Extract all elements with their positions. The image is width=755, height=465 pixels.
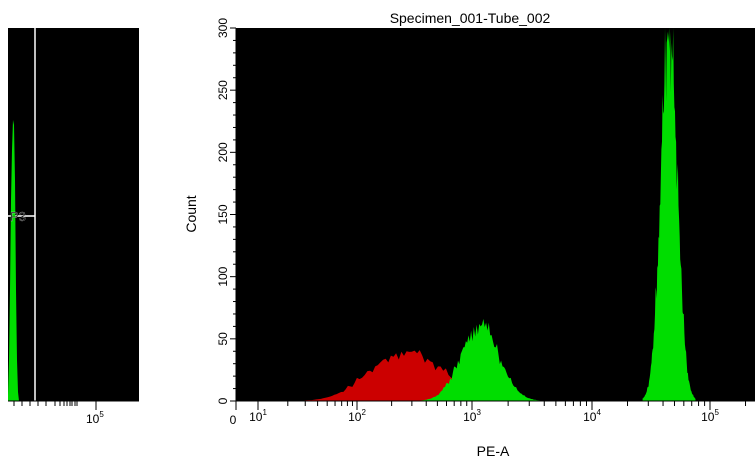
chart-title: Specimen_001-Tube_002 <box>390 10 551 26</box>
y-axis-label: Count <box>183 195 199 232</box>
left-x-tick-label: 105 <box>86 410 104 426</box>
x-tick-label-0: 0 <box>230 413 237 427</box>
histogram-peak-1 <box>298 350 527 401</box>
y-tick-label-0: 0 <box>216 397 230 404</box>
x-tick-label-1: 101 <box>249 408 267 424</box>
left-plot-area <box>8 28 139 401</box>
x-tick-label-5: 105 <box>701 408 719 424</box>
x-axis: 0 101 102 103 104 105 <box>230 400 755 427</box>
y-tick-label-50: 50 <box>216 332 230 346</box>
left-x-axis: 105 <box>8 400 139 426</box>
y-tick-label-300: 300 <box>216 18 230 38</box>
histogram-peak-2 <box>420 318 541 401</box>
main-chart: Specimen_001-Tube_002 0 50 100 150 200 250 300… <box>183 10 755 459</box>
y-tick-label-250: 250 <box>216 80 230 100</box>
histogram-peak-3 <box>642 28 696 401</box>
x-tick-label-4: 104 <box>583 408 601 424</box>
x-tick-label-3: 103 <box>463 408 481 424</box>
left-histogram-peak <box>8 120 19 401</box>
y-tick-label-200: 200 <box>216 142 230 162</box>
left-panel: P3 105 <box>8 28 139 426</box>
series-layer <box>298 28 696 401</box>
x-axis-label: PE-A <box>477 443 510 459</box>
y-tick-label-100: 100 <box>216 266 230 286</box>
x-tick-label-2: 102 <box>348 408 366 424</box>
y-tick-label-150: 150 <box>216 204 230 224</box>
gate-label-p3: P3 <box>10 209 26 224</box>
y-axis: 0 50 100 150 200 250 300 <box>216 18 237 404</box>
